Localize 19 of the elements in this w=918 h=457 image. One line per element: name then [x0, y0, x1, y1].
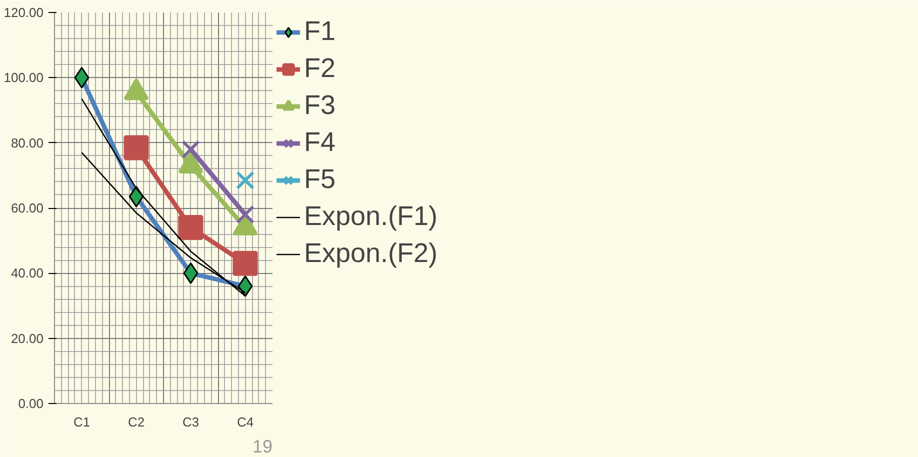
- legend-label: F2: [304, 53, 336, 84]
- legend-label: F5: [304, 164, 336, 195]
- y-tick-label: 20.00: [10, 330, 44, 346]
- y-tick-label: 120.00: [4, 5, 44, 20]
- y-tick-label: 60.00: [10, 200, 44, 216]
- legend-label: Expon.(F1): [304, 201, 438, 232]
- x-tick-label: C1: [73, 414, 90, 430]
- legend-label: F1: [304, 16, 336, 47]
- legend-label: Expon.(F2): [304, 238, 438, 269]
- y-tick-label: 40.00: [10, 266, 44, 281]
- y-tick-label: 100.00: [4, 70, 44, 86]
- text: 19: [252, 436, 273, 456]
- legend-label: F4: [304, 127, 336, 158]
- x-tick-label: C2: [128, 414, 145, 430]
- y-tick-label: 80.00: [10, 135, 44, 150]
- legend-label: F3: [304, 90, 336, 121]
- x-tick-label: C4: [236, 414, 254, 430]
- y-tick-label: 0.00: [18, 396, 44, 411]
- x-tick-label: C3: [182, 414, 200, 430]
